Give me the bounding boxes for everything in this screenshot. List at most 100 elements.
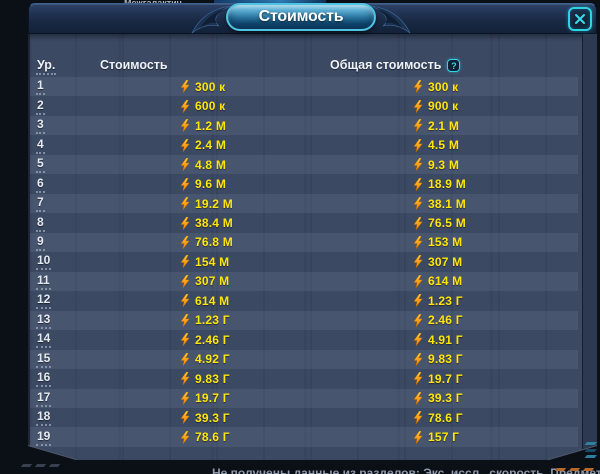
cost-value: 4.8 М — [195, 157, 227, 172]
level-value[interactable]: 8 — [36, 215, 45, 232]
energy-icon — [180, 197, 190, 211]
energy-icon — [413, 119, 423, 133]
cost-value: 38.4 М — [195, 216, 233, 231]
cost-cell: 154 М — [180, 252, 229, 271]
cost-cell: 9.83 Г — [180, 369, 230, 388]
level-value[interactable]: 7 — [36, 195, 45, 213]
level-column-header: Ур. — [36, 58, 57, 75]
table-row: 3 1.2 М 2.1 М — [30, 115, 578, 136]
cost-cell: 9.6 М — [180, 174, 226, 193]
level-value[interactable]: 14 — [36, 331, 52, 349]
wing-ornament-left — [191, 5, 231, 34]
energy-icon — [413, 411, 423, 425]
level-value[interactable]: 6 — [36, 176, 45, 193]
energy-icon — [413, 430, 423, 444]
help-icon[interactable]: ? — [447, 58, 461, 72]
total-cell: 18.9 М — [413, 174, 466, 193]
energy-icon — [413, 158, 423, 172]
level-value[interactable]: 1 — [36, 78, 45, 96]
total-value: 1.23 Г — [428, 293, 463, 308]
level-value[interactable]: 9 — [36, 234, 45, 251]
table-row: 17 19.7 Г 39.3 Г — [30, 388, 578, 408]
total-cell: 2.1 М — [413, 116, 459, 135]
total-value: 9.83 Г — [428, 352, 463, 367]
level-value[interactable]: 19 — [36, 429, 52, 446]
level-cell: 10 — [36, 252, 52, 271]
wing-ornament-right — [371, 5, 411, 34]
cost-value: 1.2 М — [195, 118, 227, 133]
level-value[interactable]: 13 — [36, 312, 52, 329]
level-value[interactable]: 15 — [36, 351, 52, 368]
level-value[interactable]: 3 — [36, 117, 45, 135]
level-value[interactable]: 10 — [36, 253, 52, 271]
energy-icon — [180, 255, 190, 269]
cost-cell: 600 к — [180, 96, 225, 115]
level-value[interactable]: 12 — [36, 292, 52, 310]
level-cell: 8 — [36, 213, 45, 232]
energy-icon — [413, 274, 423, 288]
total-value: 614 М — [428, 274, 463, 289]
energy-icon — [413, 352, 423, 366]
level-cell: 5 — [36, 155, 45, 174]
table-row: 1 300 к 300 к — [30, 77, 578, 97]
total-value: 38.1 М — [428, 196, 466, 211]
cost-cell: 300 к — [180, 77, 225, 96]
energy-icon — [413, 138, 423, 152]
total-value: 300 к — [428, 79, 459, 94]
energy-icon — [413, 294, 423, 308]
total-value: 19.7 Г — [428, 371, 463, 386]
level-cell: 19 — [36, 427, 52, 446]
level-value[interactable]: 4 — [36, 137, 45, 154]
table-row: 7 19.2 М 38.1 М — [30, 193, 578, 214]
background-status-text: Не получены данные из разделов: Экс. исс… — [212, 466, 600, 474]
close-button[interactable] — [568, 7, 592, 31]
level-value[interactable]: 2 — [36, 98, 45, 115]
level-value[interactable]: 5 — [36, 156, 45, 174]
level-cell: 18 — [36, 408, 52, 427]
level-value[interactable]: 11 — [36, 273, 51, 290]
total-value: 18.9 М — [428, 177, 466, 192]
energy-icon — [413, 177, 423, 191]
table-row: 19 78.6 Г 157 Г — [30, 427, 578, 447]
cost-value: 2.46 Г — [195, 332, 230, 347]
total-value: 9.3 М — [428, 157, 460, 172]
total-cell: 307 М — [413, 252, 462, 271]
table-header: Ур. Стоимость Общая стоимость ? — [28, 58, 597, 75]
total-column-header: Общая стоимость ? — [330, 58, 461, 72]
level-cell: 13 — [36, 311, 52, 330]
level-value[interactable]: 16 — [36, 370, 52, 388]
cost-dialog: Стоимость Ур. Стоимость Общая стоимость — [28, 3, 597, 460]
energy-icon — [180, 216, 190, 230]
total-cell: 1.23 Г — [413, 291, 463, 310]
total-cell: 9.3 М — [413, 155, 459, 174]
level-value[interactable]: 17 — [36, 390, 52, 407]
energy-icon — [180, 138, 190, 152]
cost-cell: 614 М — [180, 291, 229, 310]
table-row: 4 2.4 М 4.5 М — [30, 135, 578, 154]
level-cell: 6 — [36, 174, 45, 193]
cost-value: 600 к — [195, 99, 226, 114]
table-row: 13 1.23 Г 2.46 Г — [30, 310, 578, 331]
energy-icon — [180, 352, 190, 366]
energy-icon — [413, 216, 423, 230]
total-cell: 614 М — [413, 272, 462, 291]
total-value: 307 М — [428, 254, 463, 269]
cost-cell: 1.2 М — [180, 116, 226, 135]
level-cell: 14 — [36, 330, 52, 349]
cost-value: 76.8 М — [195, 235, 233, 250]
level-value[interactable]: 18 — [36, 409, 52, 427]
cost-value: 19.7 Г — [195, 391, 230, 406]
dialog-title: Стоимость — [226, 3, 376, 31]
chamfer-edge-left — [28, 445, 77, 460]
level-cell: 16 — [36, 369, 52, 388]
level-cell: 17 — [36, 389, 52, 408]
total-value: 2.46 Г — [428, 313, 463, 328]
energy-icon — [413, 372, 423, 386]
total-value: 157 Г — [428, 430, 460, 445]
cost-value: 300 к — [195, 79, 226, 94]
total-value: 39.3 Г — [428, 391, 463, 406]
energy-icon — [413, 313, 423, 327]
table-row: 14 2.46 Г 4.91 Г — [30, 330, 578, 349]
vent-dashes-right — [585, 442, 597, 458]
total-cell: 2.46 Г — [413, 311, 463, 330]
